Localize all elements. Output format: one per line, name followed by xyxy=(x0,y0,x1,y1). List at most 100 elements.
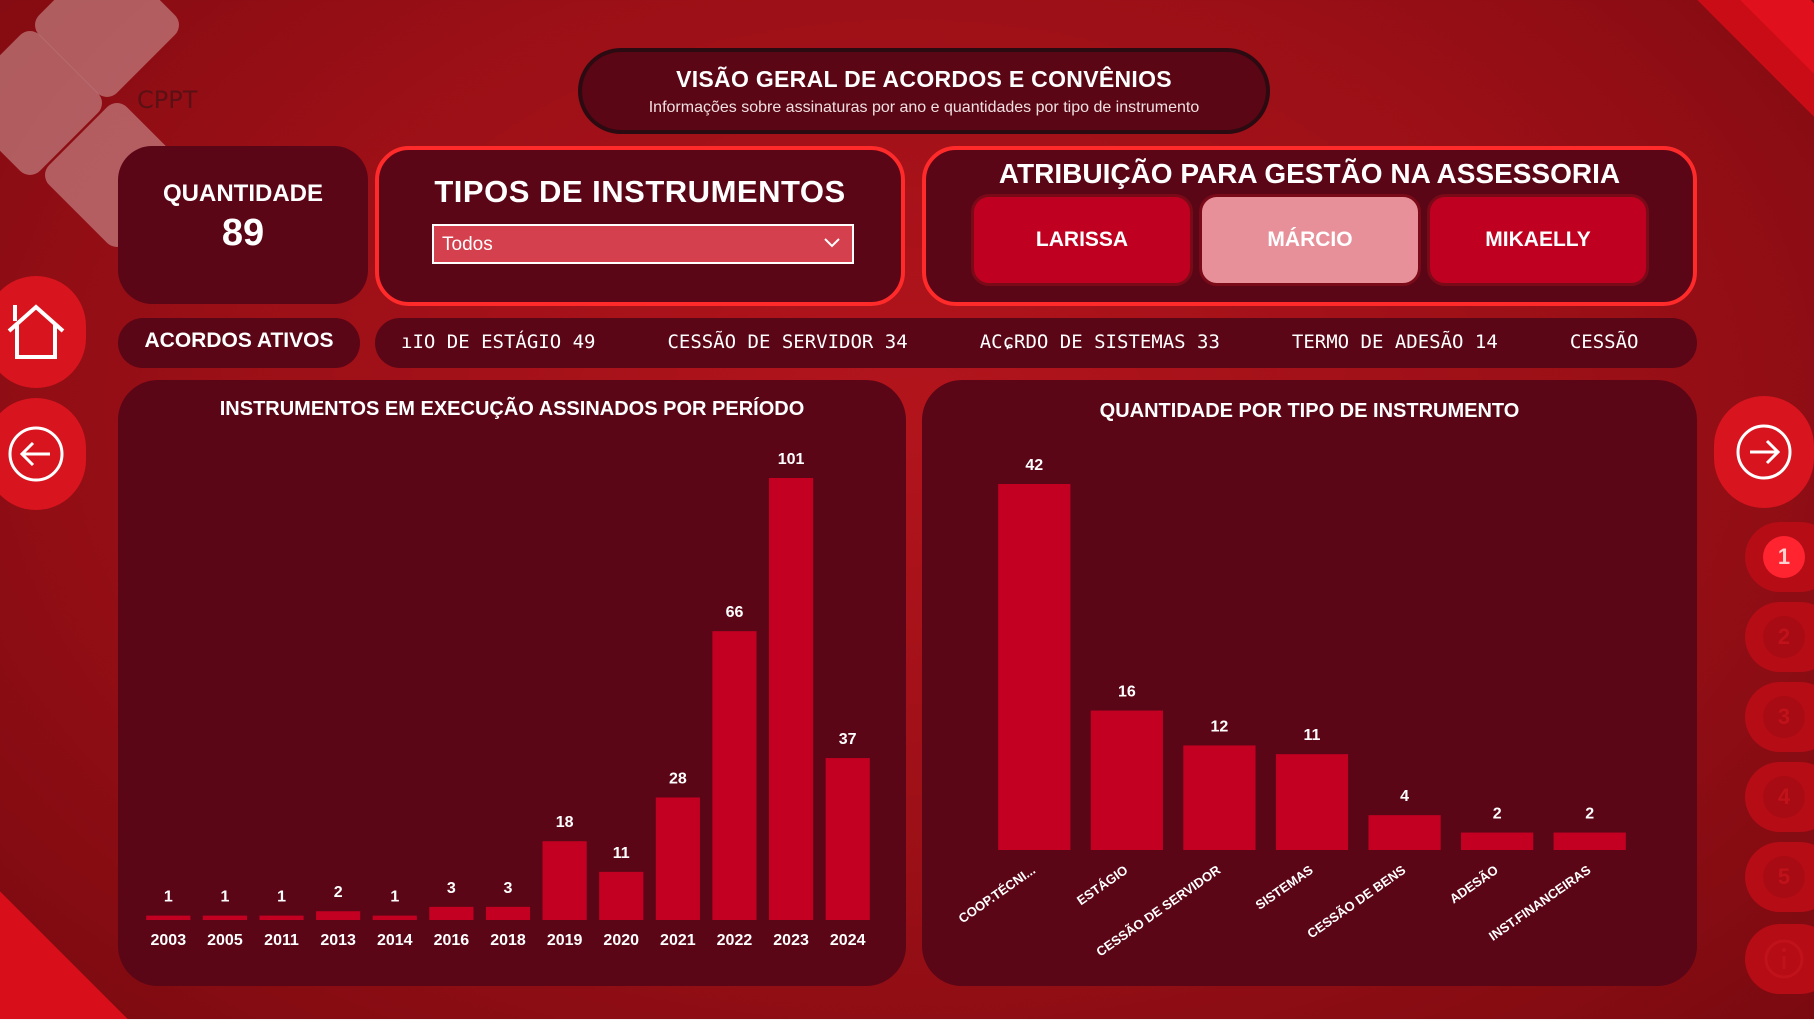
chart-bar[interactable] xyxy=(712,631,757,920)
info-icon xyxy=(1764,939,1804,979)
ticker-item: ACɕRDO DE SISTEMAS 33 xyxy=(979,331,1220,353)
data-label: 37 xyxy=(839,731,857,748)
tick-label: COOP.TÉCNI... xyxy=(956,862,1038,926)
atribuicao-card: ATRIBUIÇÃO PARA GESTÃO NA ASSESSORIA LAR… xyxy=(922,146,1697,306)
home-icon xyxy=(7,304,65,359)
tick-label: 2022 xyxy=(717,932,753,949)
quantidade-value: 89 xyxy=(221,212,265,254)
tipos-dropdown-value: Todos xyxy=(442,234,493,255)
acordos-ativos-label: ACORDOS ATIVOS xyxy=(118,318,360,368)
tick-label: ESTÁGIO xyxy=(1074,862,1131,908)
chart-bar[interactable] xyxy=(146,915,191,920)
chart-bar[interactable] xyxy=(316,911,361,920)
page-number: 3 xyxy=(1763,696,1805,738)
person-button-mikaelly[interactable]: MIKAELLY xyxy=(1427,194,1649,286)
chart-bar[interactable] xyxy=(1461,832,1534,850)
chart-bar[interactable] xyxy=(768,478,814,920)
chart-bar[interactable] xyxy=(259,915,304,920)
chart-bar[interactable] xyxy=(485,906,531,920)
data-label: 16 xyxy=(1118,684,1136,701)
chart-bar[interactable] xyxy=(372,915,417,920)
tick-label: 2014 xyxy=(377,932,413,949)
ticker-item: CESSÃO DE SERVIDOR 34 xyxy=(667,331,908,353)
chart-bar[interactable] xyxy=(542,841,587,920)
person-button-marcio[interactable]: MÁRCIO xyxy=(1199,194,1421,286)
tick-label: 2020 xyxy=(603,932,639,949)
tick-label: CESSÃO DE BENS xyxy=(1304,862,1408,941)
page-button-1[interactable]: 1 xyxy=(1745,522,1814,592)
data-label: 1 xyxy=(220,889,229,906)
chart-bar[interactable] xyxy=(1553,832,1626,850)
ticker-item: ıIO DE ESTÁGIO 49 xyxy=(401,331,596,353)
page-button-4[interactable]: 4 xyxy=(1745,762,1814,832)
data-label: 101 xyxy=(778,451,805,468)
arrow-left-icon xyxy=(8,426,64,482)
data-label: 11 xyxy=(1304,727,1321,744)
chart-bar[interactable] xyxy=(825,758,870,920)
data-label: 1 xyxy=(277,889,286,906)
header-banner: VISÃO GERAL DE ACORDOS E CONVÊNIOS Infor… xyxy=(578,48,1270,134)
page-number: 1 xyxy=(1763,536,1805,578)
tick-label: 2024 xyxy=(830,932,866,949)
chart-bar[interactable] xyxy=(655,797,700,920)
chart-bar[interactable] xyxy=(1090,710,1163,850)
home-button[interactable] xyxy=(0,276,86,388)
page-button-3[interactable]: 3 xyxy=(1745,682,1814,752)
acordos-ticker: ıIO DE ESTÁGIO 49 CESSÃO DE SERVIDOR 34 AC… xyxy=(375,318,1697,368)
chart-bar[interactable] xyxy=(429,906,474,920)
tipos-dropdown[interactable]: Todos xyxy=(432,224,854,264)
chart-bar[interactable] xyxy=(998,484,1071,850)
data-label: 2 xyxy=(334,884,343,901)
chart-title: QUANTIDADE POR TIPO DE INSTRUMENTO xyxy=(1099,400,1520,422)
data-label: 18 xyxy=(556,814,574,831)
person-button-larissa[interactable]: LARISSA xyxy=(971,194,1193,286)
logo-text: CPPT xyxy=(137,86,198,114)
tick-label: 2018 xyxy=(490,932,526,949)
chart-panel-periodo: INSTRUMENTOS EM EXECUÇÃO ASSINADOS POR P… xyxy=(118,380,906,986)
data-label: 11 xyxy=(613,845,630,862)
chart-title: INSTRUMENTOS EM EXECUÇÃO ASSINADOS POR P… xyxy=(219,398,805,420)
data-label: 28 xyxy=(669,770,687,787)
tick-label: 2013 xyxy=(320,932,356,949)
page-title: VISÃO GERAL DE ACORDOS E CONVÊNIOS xyxy=(676,66,1172,92)
page-number: 4 xyxy=(1763,776,1805,818)
tipos-label: TIPOS DE INSTRUMENTOS xyxy=(434,174,846,209)
data-label: 66 xyxy=(726,604,744,621)
tick-label: 2016 xyxy=(434,932,470,949)
back-button[interactable] xyxy=(0,398,86,510)
chart-bar[interactable] xyxy=(1183,745,1256,850)
chevron-down-icon xyxy=(822,232,842,257)
tick-label: 2005 xyxy=(207,932,243,949)
page-number: 5 xyxy=(1763,856,1805,898)
tick-label: ADESÃO xyxy=(1447,862,1501,906)
info-button[interactable] xyxy=(1745,924,1814,994)
chart-panel-tipo: QUANTIDADE POR TIPO DE INSTRUMENTO 42 COO… xyxy=(922,380,1697,986)
data-label: 3 xyxy=(447,880,456,897)
data-label: 12 xyxy=(1211,718,1229,735)
bar-chart-periodo: 1 2003 1 2005 1 2011 2 2013 1 2014 3 2016 3 2018 18 201… xyxy=(146,451,870,949)
tick-label: 2019 xyxy=(547,932,583,949)
page-button-5[interactable]: 5 xyxy=(1745,842,1814,912)
arrow-right-icon xyxy=(1736,424,1792,480)
data-label: 2 xyxy=(1493,806,1502,823)
tipos-filter-card: TIPOS DE INSTRUMENTOS Todos xyxy=(375,146,905,306)
data-label: 4 xyxy=(1400,788,1409,805)
page-number: 2 xyxy=(1763,616,1805,658)
quantidade-card: QUANTIDADE 89 xyxy=(118,146,368,304)
atribuicao-label: ATRIBUIÇÃO PARA GESTÃO NA ASSESSORIA xyxy=(998,158,1621,189)
data-label: 2 xyxy=(1585,806,1594,823)
page-button-2[interactable]: 2 xyxy=(1745,602,1814,672)
tick-label: 2003 xyxy=(151,932,187,949)
ticker-item: CESSÃO xyxy=(1569,331,1639,353)
data-label: 1 xyxy=(390,889,399,906)
tick-label: 2023 xyxy=(773,932,809,949)
chart-bar[interactable] xyxy=(1275,754,1349,850)
chart-bar[interactable] xyxy=(599,871,644,920)
chart-bar[interactable] xyxy=(1368,815,1441,850)
data-label: 42 xyxy=(1025,457,1043,474)
data-label: 1 xyxy=(164,889,173,906)
chart-bar[interactable] xyxy=(202,915,248,920)
page-subtitle: Informações sobre assinaturas por ano e … xyxy=(648,99,1200,116)
next-button[interactable] xyxy=(1714,396,1814,508)
